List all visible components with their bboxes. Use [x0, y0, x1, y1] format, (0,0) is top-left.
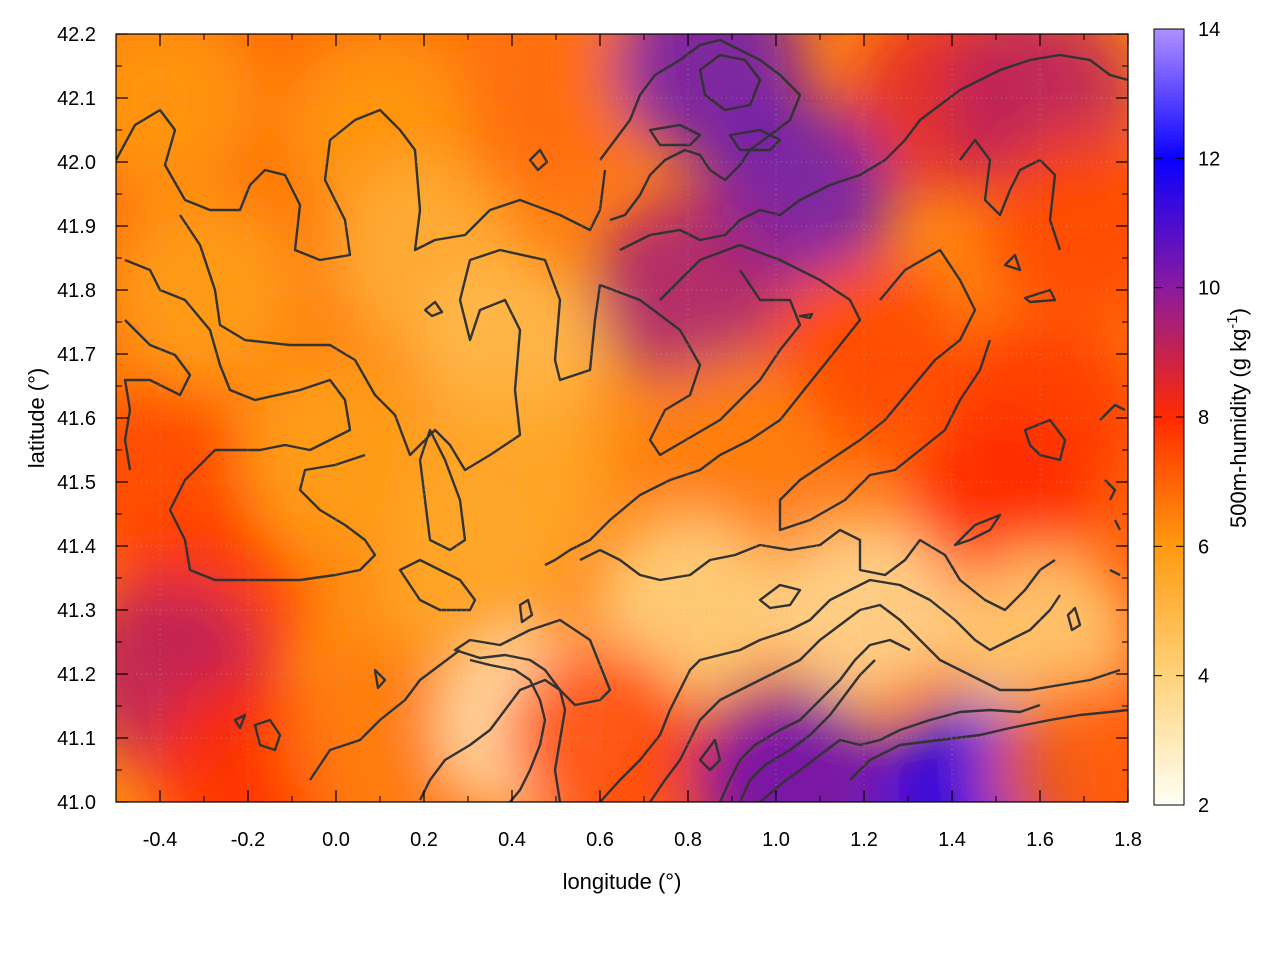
colorbar-tick-label: 10 [1198, 278, 1220, 300]
contour-line [1099, 403, 1126, 577]
field-sample [285, 643, 475, 802]
y-tick-label: 41.4 [57, 536, 96, 558]
x-tick-label: 1.8 [1114, 829, 1142, 851]
field-sample [703, 694, 893, 802]
x-axis-ticks: -0.4 -0.2 0.0 0.2 0.4 0.6 0.8 1.0 1.2 1.4 1.6 1.8 [115, 34, 1142, 851]
y-tick-label: 41.8 [57, 280, 96, 302]
field-sample [505, 643, 695, 802]
x-tick-label: 0.0 [322, 829, 350, 851]
contour-line [778, 248, 992, 532]
field-sample [989, 675, 1128, 802]
colorbar-tick-label: 4 [1198, 666, 1209, 688]
contour-line [518, 598, 534, 624]
x-tick-label: 0.4 [498, 829, 526, 851]
x-tick-label: 1.2 [850, 829, 878, 851]
x-tick-label: 1.4 [938, 829, 966, 851]
contour-line [649, 603, 1121, 802]
y-tick-label: 42.0 [57, 152, 96, 174]
field-sample [373, 483, 563, 673]
contour-line [1003, 253, 1057, 304]
contour-line [1023, 418, 1067, 462]
y-tick-label: 42.2 [57, 24, 96, 46]
contour-line [233, 668, 387, 752]
humidity-field [116, 34, 1128, 802]
y-tick-label: 41.6 [57, 408, 96, 430]
colorbar-label: 500m-humidity (g kg-1) [1224, 308, 1251, 528]
field-sample [116, 195, 299, 385]
y-tick-label: 42.1 [57, 88, 96, 110]
contour-line [698, 53, 762, 112]
contour-line [453, 618, 612, 707]
y-tick-label: 41.1 [57, 728, 96, 750]
contour-line [849, 708, 1128, 781]
contour-line [758, 583, 802, 610]
contour-line [718, 638, 911, 802]
contour-line [124, 258, 377, 582]
contour-line [179, 214, 802, 472]
contour-line [123, 319, 192, 471]
contour-line [418, 678, 567, 802]
colorbar: 2 4 6 8 10 12 14 500m-humidity (g kg-1) [1153, 19, 1251, 817]
x-axis-label: longitude (°) [563, 869, 682, 894]
colorbar-tick-label: 14 [1198, 19, 1220, 41]
field-blobs [116, 34, 1128, 802]
contour-line [599, 38, 802, 222]
y-tick-label: 41.9 [57, 216, 96, 238]
field-sample [461, 34, 651, 193]
colorbar-tick-label: 2 [1198, 795, 1209, 817]
colorbar-label-close: ) [1226, 308, 1251, 315]
y-tick-label: 41.2 [57, 664, 96, 686]
colorbar-label-main: 500m-humidity (g kg [1226, 329, 1251, 528]
contour-line [648, 123, 782, 152]
contour-line [599, 578, 1061, 802]
contour-line [418, 428, 467, 552]
y-axis-ticks: 41.0 41.1 41.2 41.3 41.4 41.5 41.6 41.7 41.8 41.9… [57, 24, 1128, 814]
contour-line [116, 108, 607, 262]
x-tick-label: 1.0 [762, 829, 790, 851]
contour-line [579, 528, 1056, 612]
x-tick-label: 0.2 [410, 829, 438, 851]
y-tick-label: 41.7 [57, 344, 96, 366]
y-axis-label: latitude (°) [24, 368, 49, 469]
colorbar-ticks: 2 4 6 8 10 12 14 [1154, 19, 1220, 817]
colorbar-label-exponent: -1 [1224, 315, 1241, 328]
contour-line [544, 243, 862, 567]
x-tick-label: 0.6 [586, 829, 614, 851]
field-sample [989, 131, 1128, 321]
contour-line [619, 53, 1128, 252]
y-tick-label: 41.0 [57, 792, 96, 814]
contour-line [1066, 606, 1082, 632]
contour-line [959, 138, 1062, 251]
x-tick-label: 1.6 [1026, 829, 1054, 851]
colorbar-tick-label: 8 [1198, 407, 1209, 429]
y-tick-label: 41.3 [57, 600, 96, 622]
contour-line [738, 659, 1041, 802]
grid-lines [116, 34, 1128, 802]
contour-line [398, 558, 477, 612]
colorbar-tick-label: 6 [1198, 536, 1209, 558]
x-tick-label: -0.4 [143, 829, 177, 851]
field-sample [116, 34, 255, 193]
contour-line [309, 649, 547, 802]
x-tick-label: -0.2 [231, 829, 265, 851]
colorbar-tick-label: 12 [1198, 148, 1220, 170]
contour-line [953, 513, 1002, 547]
x-tick-label: 0.8 [674, 829, 702, 851]
y-tick-label: 41.5 [57, 472, 96, 494]
contour-line [698, 738, 722, 772]
contour-lines [116, 38, 1128, 802]
